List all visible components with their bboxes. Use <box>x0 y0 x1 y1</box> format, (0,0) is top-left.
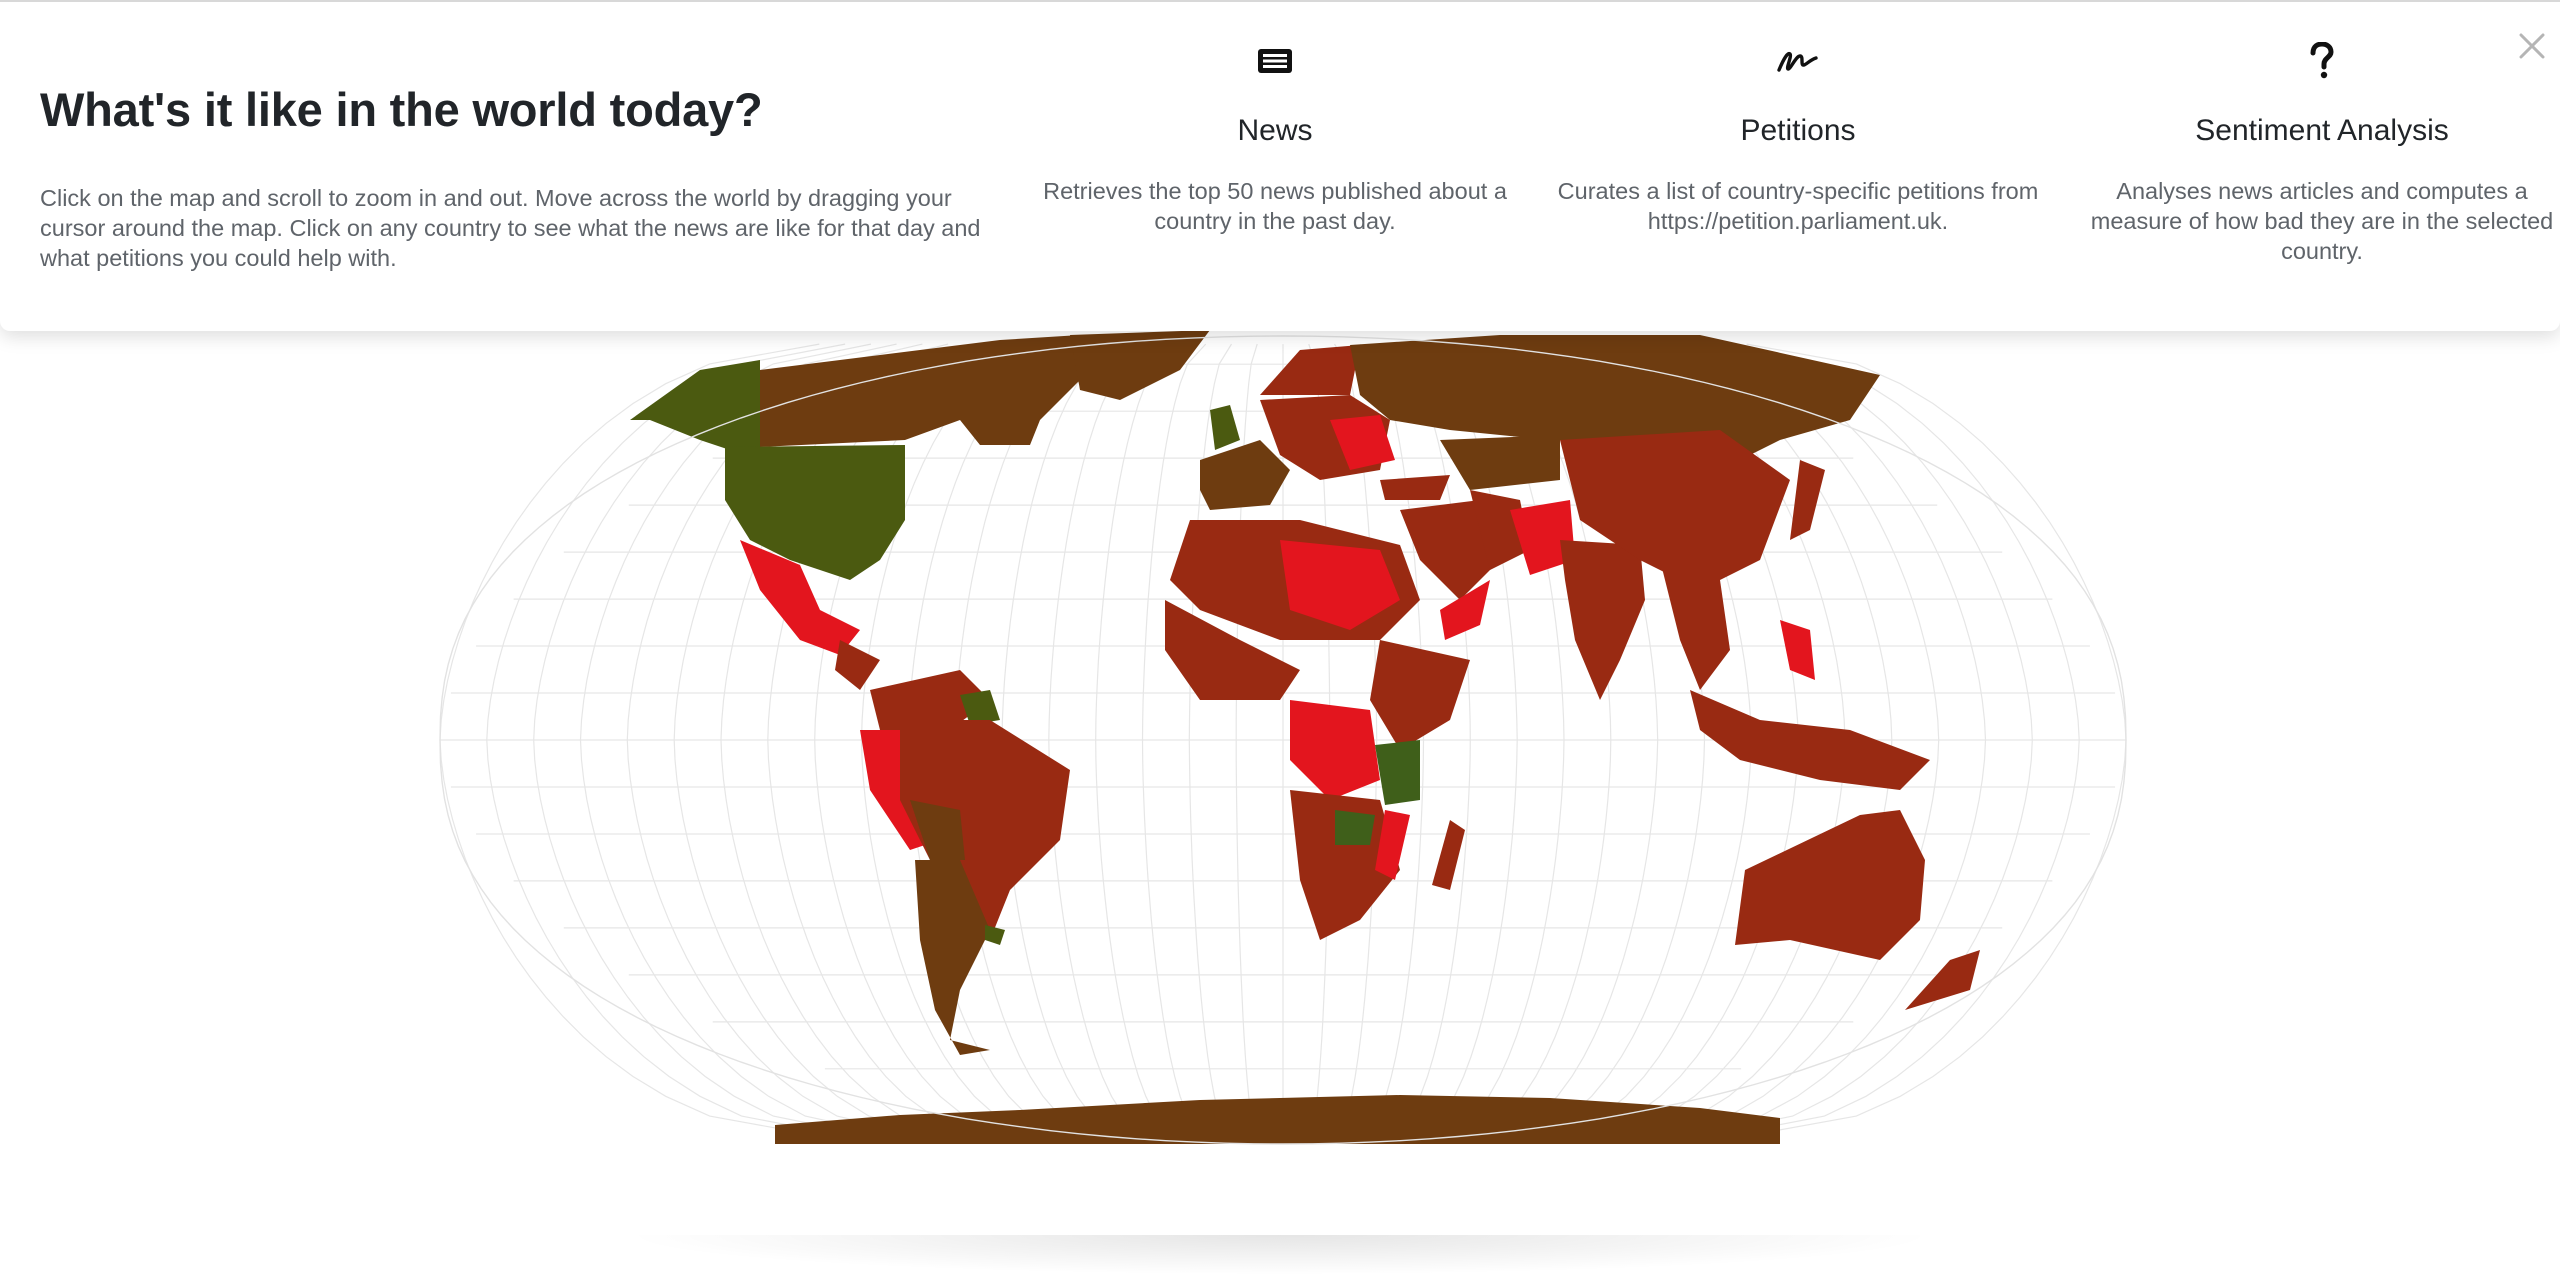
country-central-america[interactable] <box>835 640 880 690</box>
country-mozambique[interactable] <box>1375 810 1410 880</box>
feature-petitions-title: Petitions <box>1740 114 1856 147</box>
meridian-line <box>1669 343 1987 1137</box>
meridian-line <box>1048 343 1155 1137</box>
country-france-spain[interactable] <box>1200 440 1290 510</box>
country-indonesia[interactable] <box>1690 690 1930 790</box>
country-japan[interactable] <box>1790 460 1825 540</box>
country-canada[interactable] <box>760 335 1100 447</box>
info-panel: What's it like in the world today? Click… <box>0 0 2560 331</box>
feature-news: News Retrieves the top 50 news published… <box>1025 38 1525 236</box>
country-bolivia[interactable] <box>910 800 965 860</box>
country-libya-egypt[interactable] <box>1280 540 1400 630</box>
country-pakistan-afghanistan[interactable] <box>1510 500 1575 575</box>
feature-sentiment-description: Analyses news articles and computes a me… <box>2090 178 2554 264</box>
country-central-africa[interactable] <box>1290 700 1380 800</box>
meridian-line <box>860 343 1052 1137</box>
country-eastern-europe[interactable] <box>1330 415 1395 470</box>
country-china[interactable] <box>1560 430 1790 590</box>
country-antarctica[interactable] <box>775 1095 1780 1144</box>
meridian-line <box>1463 343 1612 1137</box>
country-russia[interactable] <box>1350 335 1880 470</box>
meridian-line <box>1720 343 2080 1137</box>
signature-icon <box>1548 38 2048 84</box>
country-usa[interactable] <box>725 445 905 580</box>
country-layer[interactable] <box>630 330 1980 1144</box>
newspaper-icon <box>1025 38 1525 84</box>
country-new-zealand[interactable] <box>1905 950 1980 1010</box>
page-title: What's it like in the world today? <box>40 83 763 136</box>
feature-petitions: Petitions Curates a list of country-spec… <box>1548 38 2048 236</box>
feature-sentiment-title: Sentiment Analysis <box>2195 114 2449 147</box>
country-turkey[interactable] <box>1380 475 1450 500</box>
page-description: Click on the map and scroll to zoom in a… <box>40 185 981 271</box>
country-madagascar[interactable] <box>1432 820 1465 890</box>
intro-section: What's it like in the world today? Click… <box>40 82 990 273</box>
country-alaska[interactable] <box>630 360 760 450</box>
meridian-line <box>1694 343 2033 1137</box>
meridian-line <box>1333 343 1378 1137</box>
meridian-line <box>1095 343 1181 1137</box>
country-oman-yemen[interactable] <box>1440 580 1490 640</box>
map-outline <box>439 335 2127 1145</box>
question-mark-icon <box>2072 38 2560 84</box>
meridian-line <box>579 343 897 1137</box>
country-kazakhstan[interactable] <box>1440 435 1560 490</box>
country-tanzania[interactable] <box>1375 740 1420 805</box>
meridian-line <box>486 343 846 1137</box>
feature-news-description: Retrieves the top 50 news published abou… <box>1043 178 1507 234</box>
country-greenland[interactable] <box>1070 330 1210 400</box>
feature-sentiment: Sentiment Analysis Analyses news article… <box>2072 38 2560 266</box>
meridian-line <box>533 343 872 1137</box>
country-australia[interactable] <box>1735 810 1925 960</box>
country-india[interactable] <box>1560 540 1645 700</box>
country-colombia-venezuela[interactable] <box>870 670 990 730</box>
country-uruguay[interactable] <box>985 925 1005 945</box>
country-west-africa[interactable] <box>1165 600 1300 700</box>
country-middle-east[interactable] <box>1400 500 1500 600</box>
close-icon[interactable] <box>2514 28 2550 64</box>
country-zambia[interactable] <box>1335 810 1375 845</box>
bottom-panel-shadow <box>620 1235 1940 1275</box>
country-philippines[interactable] <box>1780 620 1815 680</box>
meridian-line <box>1141 343 1207 1137</box>
country-scandinavia[interactable] <box>1260 345 1360 395</box>
meridian-line <box>1643 343 1940 1137</box>
country-se-asia[interactable] <box>1660 560 1730 690</box>
country-guyana[interactable] <box>960 690 1000 725</box>
country-uk[interactable] <box>1210 405 1240 450</box>
country-argentina-chile[interactable] <box>915 860 990 1055</box>
feature-news-title: News <box>1237 114 1313 147</box>
country-east-africa[interactable] <box>1370 640 1470 750</box>
meridian-line <box>626 343 923 1137</box>
meridian-line <box>1359 343 1425 1137</box>
country-mexico[interactable] <box>740 540 860 655</box>
feature-petitions-description: Curates a list of country-specific petit… <box>1557 178 2039 234</box>
